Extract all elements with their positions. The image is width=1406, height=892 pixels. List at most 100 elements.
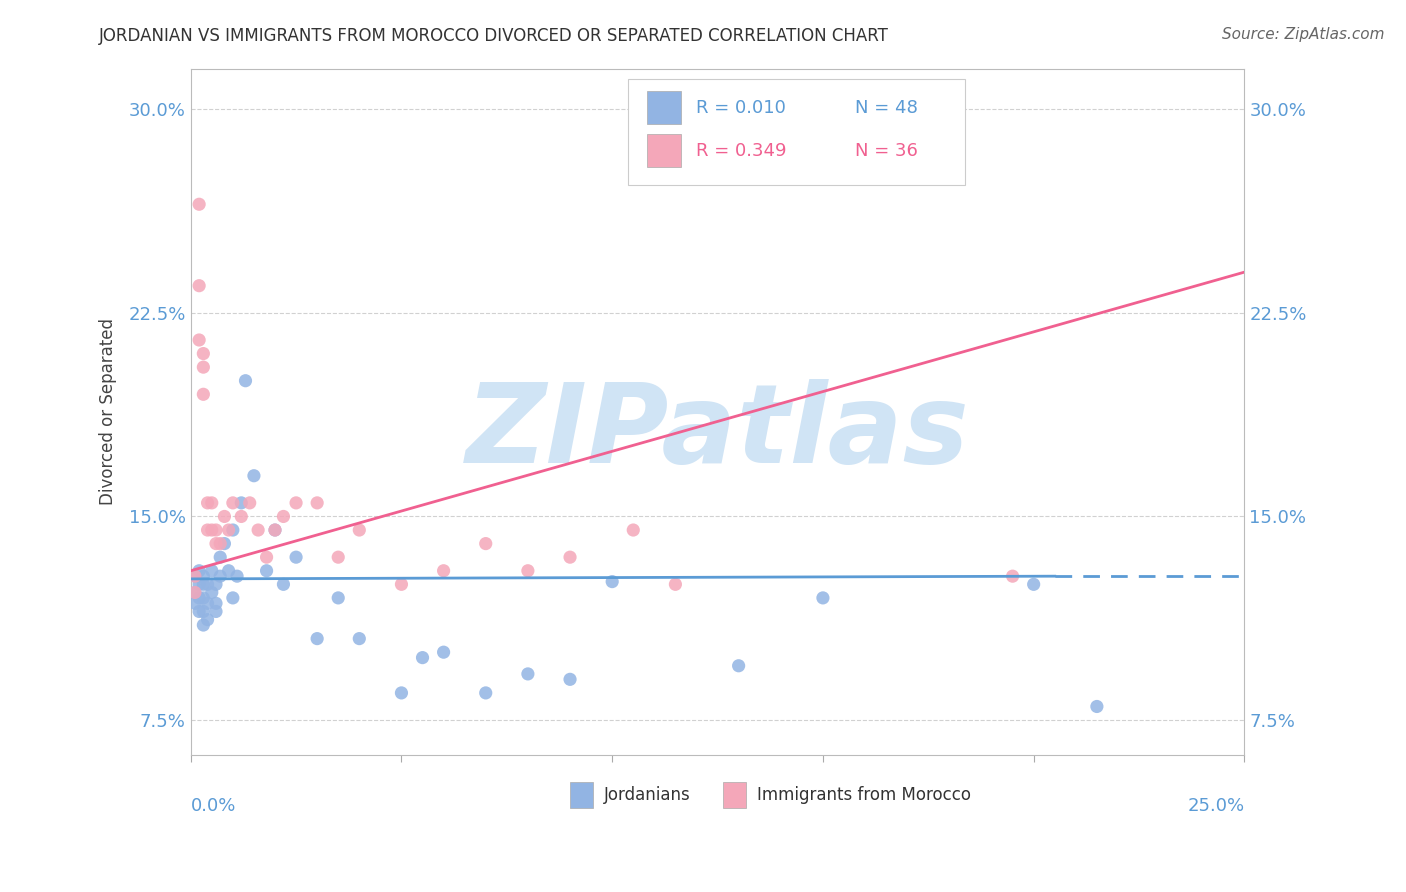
Point	[558, 673, 581, 687]
FancyBboxPatch shape	[723, 782, 747, 808]
Point	[193, 591, 215, 605]
Point	[197, 577, 219, 591]
Point	[285, 550, 308, 565]
Point	[621, 523, 644, 537]
Point	[184, 569, 207, 583]
Point	[214, 536, 236, 550]
Point	[256, 550, 278, 565]
Point	[328, 591, 350, 605]
Point	[391, 686, 413, 700]
Point	[205, 577, 228, 591]
Point	[226, 569, 249, 583]
Point	[197, 613, 219, 627]
Point	[273, 577, 295, 591]
Text: JORDANIAN VS IMMIGRANTS FROM MOROCCO DIVORCED OR SEPARATED CORRELATION CHART: JORDANIAN VS IMMIGRANTS FROM MOROCCO DIV…	[98, 27, 889, 45]
Point	[328, 550, 350, 565]
Point	[247, 523, 270, 537]
Point	[235, 374, 257, 388]
Point	[218, 564, 240, 578]
Point	[1085, 699, 1108, 714]
Point	[1022, 577, 1045, 591]
Point	[188, 197, 211, 211]
Point	[193, 577, 215, 591]
Point	[307, 496, 329, 510]
Point	[218, 523, 240, 537]
Point	[214, 509, 236, 524]
Point	[349, 523, 371, 537]
Point	[391, 577, 413, 591]
Point	[205, 605, 228, 619]
Point	[516, 564, 538, 578]
Point	[264, 523, 287, 537]
Text: 25.0%: 25.0%	[1187, 797, 1244, 814]
Point	[197, 496, 219, 510]
Point	[201, 523, 224, 537]
Point	[412, 650, 434, 665]
Point	[231, 496, 253, 510]
Point	[188, 591, 211, 605]
Point	[664, 577, 686, 591]
Point	[1001, 569, 1024, 583]
Text: N = 48: N = 48	[855, 99, 917, 117]
Point	[197, 523, 219, 537]
Text: Source: ZipAtlas.com: Source: ZipAtlas.com	[1222, 27, 1385, 42]
Point	[264, 523, 287, 537]
Point	[273, 509, 295, 524]
Point	[516, 667, 538, 681]
Point	[193, 605, 215, 619]
Point	[184, 596, 207, 610]
Point	[188, 278, 211, 293]
Point	[433, 645, 456, 659]
Text: R = 0.010: R = 0.010	[696, 99, 786, 117]
Point	[188, 564, 211, 578]
Point	[197, 596, 219, 610]
Text: R = 0.349: R = 0.349	[696, 142, 787, 160]
Text: Jordanians: Jordanians	[603, 786, 690, 805]
Point	[209, 569, 232, 583]
Point	[474, 536, 496, 550]
Text: ZIPatlas: ZIPatlas	[465, 379, 969, 486]
Point	[188, 605, 211, 619]
FancyBboxPatch shape	[647, 135, 681, 168]
Text: N = 36: N = 36	[855, 142, 917, 160]
Point	[205, 536, 228, 550]
Point	[201, 585, 224, 599]
Text: Immigrants from Morocco: Immigrants from Morocco	[756, 786, 970, 805]
Point	[201, 496, 224, 510]
Point	[205, 523, 228, 537]
Point	[222, 496, 245, 510]
Point	[184, 585, 207, 599]
FancyBboxPatch shape	[647, 91, 681, 124]
Point	[193, 387, 215, 401]
Point	[222, 523, 245, 537]
Point	[239, 496, 262, 510]
Point	[307, 632, 329, 646]
FancyBboxPatch shape	[628, 78, 965, 186]
Point	[193, 569, 215, 583]
Point	[433, 564, 456, 578]
Point	[184, 569, 207, 583]
Point	[285, 496, 308, 510]
Point	[222, 591, 245, 605]
Point	[231, 509, 253, 524]
Point	[209, 536, 232, 550]
Text: 0.0%: 0.0%	[191, 797, 236, 814]
Point	[256, 564, 278, 578]
Point	[600, 574, 623, 589]
Point	[558, 550, 581, 565]
Point	[193, 346, 215, 360]
FancyBboxPatch shape	[569, 782, 593, 808]
Point	[188, 577, 211, 591]
Point	[201, 564, 224, 578]
Y-axis label: Divorced or Separated: Divorced or Separated	[100, 318, 117, 506]
Point	[811, 591, 834, 605]
Point	[193, 360, 215, 375]
Point	[349, 632, 371, 646]
Point	[188, 333, 211, 347]
Point	[193, 618, 215, 632]
Point	[474, 686, 496, 700]
Point	[184, 585, 207, 599]
Point	[243, 468, 266, 483]
Point	[205, 596, 228, 610]
Point	[727, 658, 749, 673]
